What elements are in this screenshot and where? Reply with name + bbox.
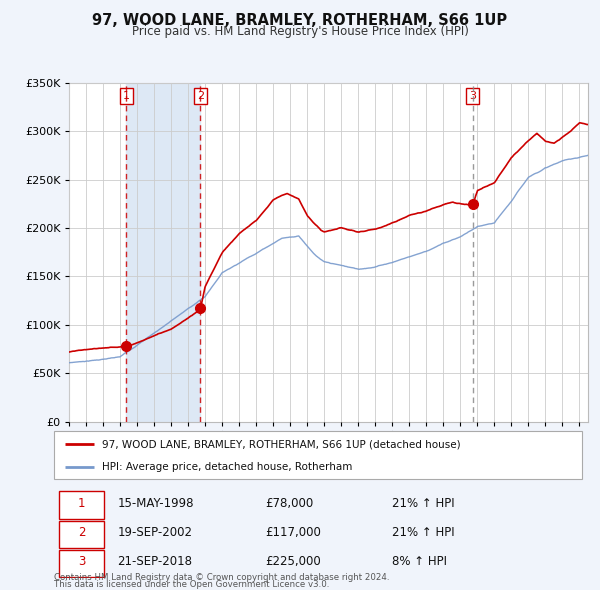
Text: 19-SEP-2002: 19-SEP-2002 <box>118 526 193 539</box>
Text: 21-SEP-2018: 21-SEP-2018 <box>118 555 193 568</box>
Text: 21% ↑ HPI: 21% ↑ HPI <box>392 497 455 510</box>
Text: HPI: Average price, detached house, Rotherham: HPI: Average price, detached house, Roth… <box>101 462 352 472</box>
Text: 97, WOOD LANE, BRAMLEY, ROTHERHAM, S66 1UP: 97, WOOD LANE, BRAMLEY, ROTHERHAM, S66 1… <box>92 13 508 28</box>
FancyBboxPatch shape <box>59 520 104 548</box>
Text: Contains HM Land Registry data © Crown copyright and database right 2024.: Contains HM Land Registry data © Crown c… <box>54 573 389 582</box>
Text: £117,000: £117,000 <box>265 526 321 539</box>
Text: 3: 3 <box>78 555 85 568</box>
Text: This data is licensed under the Open Government Licence v3.0.: This data is licensed under the Open Gov… <box>54 580 329 589</box>
FancyBboxPatch shape <box>59 550 104 577</box>
Text: £78,000: £78,000 <box>265 497 313 510</box>
Text: 8% ↑ HPI: 8% ↑ HPI <box>392 555 447 568</box>
Text: 2: 2 <box>197 91 204 101</box>
Text: 3: 3 <box>469 91 476 101</box>
Text: £225,000: £225,000 <box>265 555 321 568</box>
FancyBboxPatch shape <box>59 491 104 519</box>
Text: 21% ↑ HPI: 21% ↑ HPI <box>392 526 455 539</box>
Text: 15-MAY-1998: 15-MAY-1998 <box>118 497 194 510</box>
Text: Price paid vs. HM Land Registry's House Price Index (HPI): Price paid vs. HM Land Registry's House … <box>131 25 469 38</box>
Text: 1: 1 <box>78 497 85 510</box>
FancyBboxPatch shape <box>54 431 582 479</box>
Text: 1: 1 <box>123 91 130 101</box>
Bar <box>127 83 200 422</box>
Text: 2: 2 <box>78 526 85 539</box>
Text: 97, WOOD LANE, BRAMLEY, ROTHERHAM, S66 1UP (detached house): 97, WOOD LANE, BRAMLEY, ROTHERHAM, S66 1… <box>101 439 460 449</box>
